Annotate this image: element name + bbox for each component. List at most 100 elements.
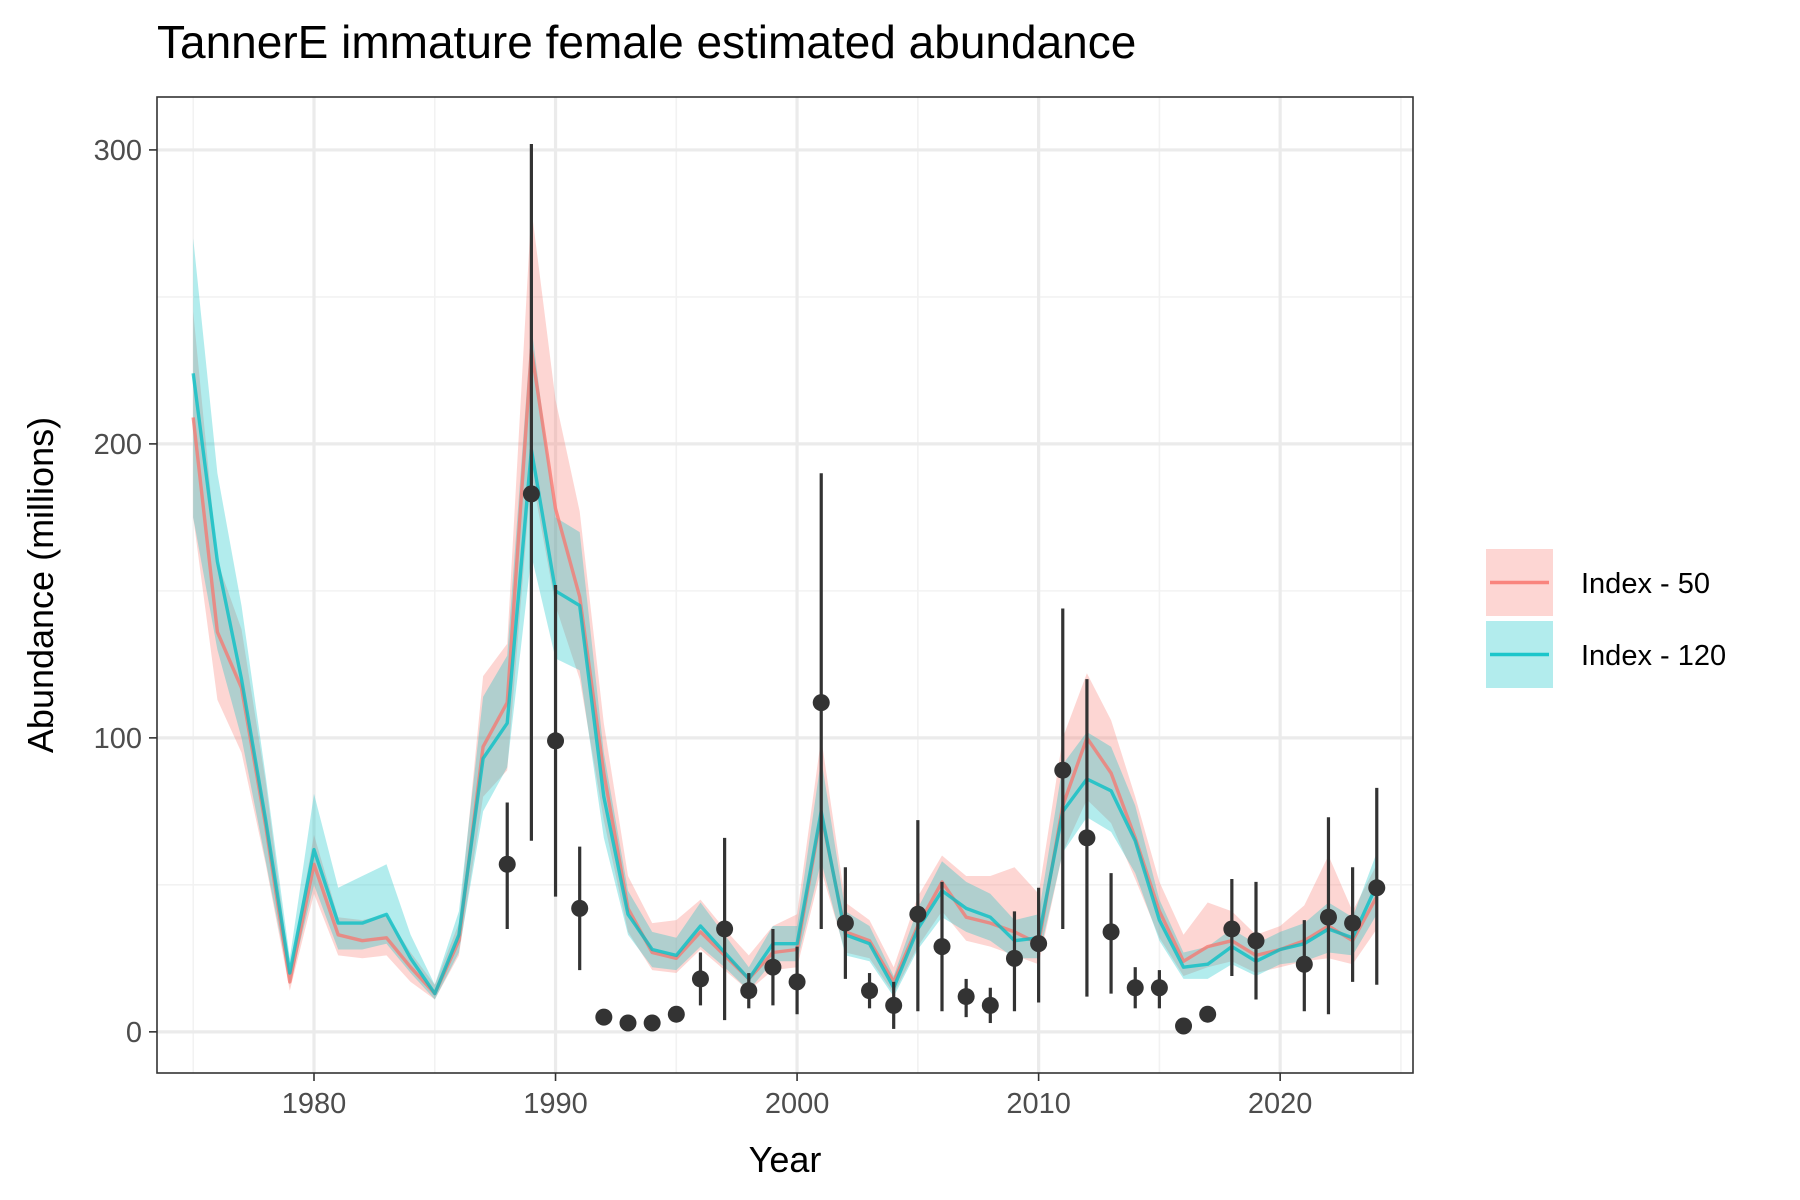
x-tick-label: 2010 — [1006, 1088, 1071, 1120]
chart-title: TannerE immature female estimated abunda… — [157, 16, 1136, 68]
observed-point — [764, 958, 782, 976]
gridlines — [157, 97, 1413, 1073]
line-series-1 — [191, 348, 1379, 996]
y-tick-label: 200 — [94, 429, 142, 461]
observed-point-group — [595, 1008, 613, 1026]
observed-point-group — [1223, 878, 1241, 976]
observed-point — [1319, 908, 1337, 926]
observed-point — [643, 1014, 661, 1032]
observed-point — [957, 988, 975, 1006]
observed-point-group — [643, 1014, 661, 1032]
observed-point-group — [1344, 867, 1362, 982]
y-tick-label: 0 — [126, 1017, 142, 1049]
observed-point — [1247, 932, 1265, 950]
observed-point — [1005, 949, 1023, 967]
observed-point — [522, 485, 540, 503]
observed-point-group — [1005, 911, 1023, 1012]
observed-point-group — [1102, 873, 1120, 994]
observed-point — [619, 1014, 637, 1032]
observed-point-group — [1030, 887, 1048, 1003]
observed-point — [812, 694, 830, 712]
y-tick-label: 100 — [94, 723, 142, 755]
series-lines — [191, 348, 1379, 996]
observed-point-group — [740, 973, 758, 1009]
y-axis-title: Abundance (millions) — [20, 417, 61, 753]
observed-point — [788, 973, 806, 991]
observed-point-group — [1247, 881, 1265, 1000]
observed-point-group — [981, 987, 999, 1024]
band-series-2 — [193, 238, 1377, 1000]
observed-point-group — [1199, 1005, 1217, 1023]
observed-point — [571, 899, 589, 917]
observed-point — [716, 920, 734, 938]
observed-point-group — [1150, 970, 1168, 1009]
observed-point-group — [1175, 1017, 1193, 1035]
observed-point-group — [788, 946, 806, 1015]
observed-point — [691, 970, 709, 988]
x-tick-label: 1980 — [282, 1088, 347, 1120]
observed-point-group — [716, 837, 734, 1021]
observed-point — [1199, 1005, 1217, 1023]
legend-label: Index - 120 — [1581, 640, 1726, 672]
observed-point — [981, 996, 999, 1014]
legend: Index - 50 Index - 120 — [1486, 549, 1726, 688]
band-series-1 — [193, 208, 1377, 1000]
observed-point-group — [812, 473, 830, 929]
observed-point-group — [619, 1014, 637, 1032]
x-tick-label: 1990 — [523, 1088, 588, 1120]
observed-point-group — [764, 928, 782, 1006]
panel-border — [156, 96, 1414, 1074]
confidence-bands — [193, 208, 1377, 1000]
observed-point — [933, 938, 951, 956]
x-tick-label: 2020 — [1248, 1088, 1313, 1120]
line-series-2 — [191, 373, 1379, 996]
observed-point — [909, 905, 927, 923]
observed-point-group — [522, 144, 540, 841]
legend-item: Index - 120 — [1486, 621, 1726, 688]
observed-point — [1078, 829, 1096, 847]
observed-point-group — [861, 973, 879, 1009]
observed-point — [1223, 920, 1241, 938]
observed-point — [861, 982, 879, 1000]
observed-point-group — [836, 867, 854, 979]
observed-point-group — [885, 981, 903, 1029]
observed-point-group — [909, 820, 927, 1012]
observed-point-group — [1319, 817, 1337, 1015]
y-tick-label: 300 — [94, 135, 142, 167]
observed-point — [1295, 955, 1313, 973]
x-axis-title: Year — [749, 1139, 822, 1180]
observed-point — [1344, 914, 1362, 932]
observed-point — [667, 1005, 685, 1023]
observed-point — [498, 855, 516, 873]
observed-point-group — [667, 1005, 685, 1023]
observed-point — [740, 982, 758, 1000]
observed-points — [498, 144, 1386, 1035]
observed-point-group — [1368, 787, 1386, 985]
observed-point-group — [1078, 679, 1096, 997]
observed-point — [836, 914, 854, 932]
observed-point-group — [1295, 920, 1313, 1012]
observed-point — [885, 996, 903, 1014]
axes: 1980 1990 2000 2010 2020 0 100 200 300 — [94, 135, 1313, 1120]
observed-point-group — [691, 952, 709, 1006]
observed-point-group — [498, 802, 516, 929]
observed-point — [1102, 923, 1120, 941]
observed-point-group — [547, 585, 565, 897]
observed-point-group — [1126, 967, 1144, 1009]
observed-point-group — [571, 846, 589, 971]
observed-point — [1030, 935, 1048, 953]
observed-point — [1175, 1017, 1193, 1035]
observed-point — [1368, 879, 1386, 897]
observed-point-group — [933, 881, 951, 1012]
legend-item: Index - 50 — [1486, 549, 1710, 616]
observed-point — [1126, 979, 1144, 997]
observed-point — [1150, 979, 1168, 997]
observed-point-group — [1054, 608, 1072, 929]
observed-point — [1054, 761, 1072, 779]
observed-point — [547, 732, 565, 750]
observed-point-group — [957, 978, 975, 1018]
observed-point — [595, 1008, 613, 1026]
legend-label: Index - 50 — [1581, 568, 1710, 600]
x-tick-label: 2000 — [765, 1088, 830, 1120]
